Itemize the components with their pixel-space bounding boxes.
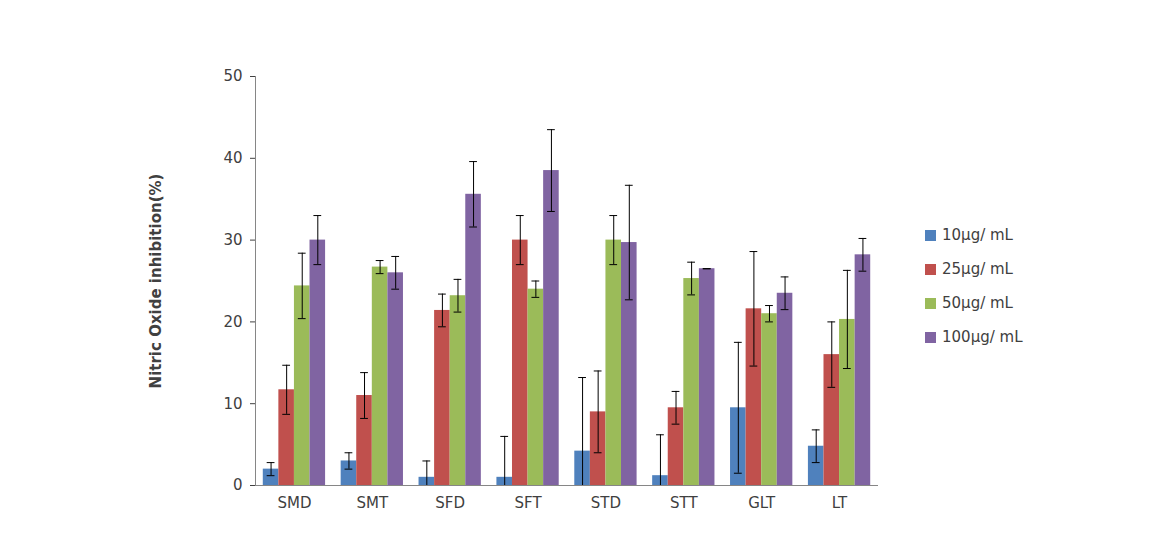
svg-text:STT: STT: [670, 494, 698, 512]
svg-text:STD: STD: [591, 494, 621, 512]
svg-text:SMT: SMT: [356, 494, 388, 512]
svg-text:10: 10: [223, 395, 242, 413]
svg-text:SMD: SMD: [277, 494, 311, 512]
svg-text:40: 40: [223, 149, 242, 167]
html-text:100μg/ mL: 100μg/ mL: [942, 328, 1023, 346]
svg-text:20: 20: [223, 313, 242, 331]
html-text:25μg/ mL: 25μg/ mL: [942, 260, 1013, 278]
svg-text:50: 50: [223, 67, 242, 85]
svg-text:30: 30: [223, 231, 242, 249]
svg-text:Nitric Oxide inhibition(%): Nitric Oxide inhibition(%): [147, 174, 165, 389]
svg-text:LT: LT: [832, 494, 848, 512]
svg-text:GLT: GLT: [748, 494, 776, 512]
svg-text:SFD: SFD: [435, 494, 465, 512]
html-text:10μg/ mL: 10μg/ mL: [942, 226, 1013, 244]
svg-text:SFT: SFT: [515, 494, 543, 512]
svg-text:0: 0: [233, 476, 243, 494]
html-text:50μg/ mL: 50μg/ mL: [942, 294, 1013, 312]
